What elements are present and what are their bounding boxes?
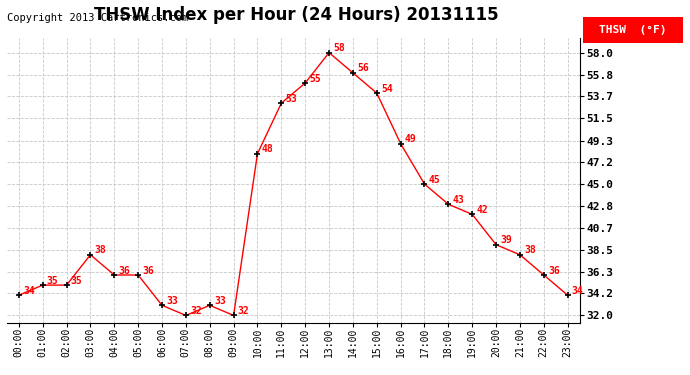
Text: 42: 42 (476, 205, 488, 215)
Text: 36: 36 (119, 266, 130, 276)
Text: 56: 56 (357, 63, 369, 74)
Text: THSW Index per Hour (24 Hours) 20131115: THSW Index per Hour (24 Hours) 20131115 (95, 6, 499, 24)
Text: 39: 39 (500, 235, 512, 245)
Text: 35: 35 (70, 276, 83, 286)
Text: 33: 33 (214, 296, 226, 306)
Text: 54: 54 (381, 84, 393, 94)
Text: 49: 49 (405, 134, 417, 144)
Text: THSW  (°F): THSW (°F) (600, 25, 667, 35)
Text: 33: 33 (166, 296, 178, 306)
Text: Copyright 2013 Cartronics.com: Copyright 2013 Cartronics.com (7, 13, 188, 23)
Text: 34: 34 (572, 286, 584, 296)
Text: 58: 58 (333, 43, 345, 53)
Text: 35: 35 (47, 276, 59, 286)
Text: 43: 43 (453, 195, 464, 205)
Text: 38: 38 (95, 245, 106, 255)
Text: 55: 55 (309, 74, 321, 84)
Text: 32: 32 (190, 306, 201, 316)
Text: 53: 53 (286, 94, 297, 104)
Text: 45: 45 (428, 175, 440, 184)
Text: 38: 38 (524, 245, 536, 255)
Text: 32: 32 (238, 306, 250, 316)
Text: 48: 48 (262, 144, 273, 154)
Text: 36: 36 (142, 266, 154, 276)
Text: 36: 36 (548, 266, 560, 276)
Text: 34: 34 (23, 286, 34, 296)
